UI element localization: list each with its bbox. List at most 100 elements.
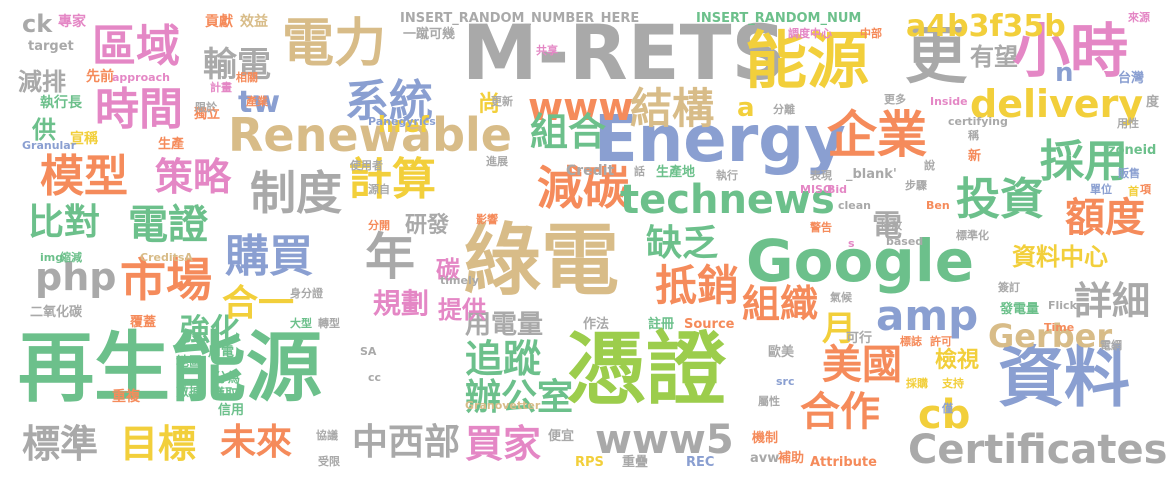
- word: 調度中心: [788, 27, 832, 40]
- word: 便宜: [548, 429, 575, 444]
- word: Google: [746, 227, 975, 295]
- word: 資料: [998, 339, 1130, 416]
- word: 作法: [583, 317, 610, 332]
- word: timely: [440, 274, 479, 287]
- word: 補助: [778, 451, 805, 466]
- word: 美國: [822, 342, 902, 388]
- word: 生產地: [656, 165, 696, 180]
- word: 辦公室: [465, 377, 574, 418]
- word: Credit: [566, 163, 615, 179]
- word: 輸電: [203, 45, 271, 85]
- word: Granular: [22, 139, 77, 152]
- word: 時間: [95, 84, 183, 135]
- word: 合一: [222, 283, 295, 324]
- word: 可行: [846, 331, 873, 346]
- word: 電力: [282, 14, 387, 74]
- word: 尚: [478, 92, 501, 117]
- word: 能源: [745, 24, 870, 97]
- word: 獨立: [194, 107, 221, 122]
- word: 簽訂: [998, 281, 1020, 294]
- word: Energy: [594, 103, 846, 177]
- word: 執行: [716, 169, 738, 182]
- word: 支持: [942, 377, 964, 390]
- word: 度: [1146, 95, 1160, 110]
- word: 說: [924, 159, 935, 172]
- word: 抵銷: [655, 261, 740, 310]
- word: 源自: [368, 183, 390, 196]
- word: 標誌: [900, 335, 922, 348]
- word: a4b3f35b: [906, 9, 1066, 44]
- word: 步驟: [905, 179, 927, 192]
- word: INSERT_RANDOM_NUMBER_HERE: [400, 11, 640, 26]
- word: 詳細: [1074, 279, 1151, 323]
- word: 買家: [465, 422, 542, 466]
- word: n: [1055, 58, 1074, 88]
- word: 標準化: [956, 229, 989, 242]
- word: Gerber: [988, 317, 1113, 355]
- word: SA: [360, 345, 377, 358]
- word: 註冊: [648, 317, 675, 332]
- word: 追蹤: [465, 337, 542, 381]
- word: 效益: [240, 14, 268, 30]
- word: 憑證: [566, 323, 726, 416]
- word: Certificates: [908, 427, 1168, 473]
- word: Renewable: [228, 108, 512, 162]
- word: 綠電: [463, 216, 620, 306]
- word: 分開: [368, 219, 390, 232]
- word: 規劃: [373, 287, 430, 320]
- word: target: [28, 39, 74, 54]
- word: 組合: [530, 110, 607, 154]
- word: 台灣: [1118, 71, 1145, 86]
- word: 碳: [436, 256, 460, 284]
- word: 氣候: [830, 291, 852, 304]
- word: 獲取: [212, 387, 239, 402]
- word: 轉型: [318, 317, 340, 330]
- word: 新: [968, 149, 982, 164]
- word: 模型: [40, 151, 128, 202]
- word: 產業: [246, 95, 268, 108]
- word: approach: [112, 71, 170, 84]
- word: cc: [368, 371, 382, 384]
- word: 分為: [214, 371, 241, 386]
- word: 小時: [1012, 17, 1129, 85]
- word: Attribute: [810, 455, 877, 470]
- word: 額度: [1065, 195, 1145, 241]
- word: 電: [872, 209, 902, 244]
- word: 目標: [120, 422, 197, 466]
- word: 僅: [942, 402, 953, 415]
- word: amp: [876, 291, 979, 340]
- word: 共享: [536, 44, 558, 57]
- word: 用性: [1117, 117, 1139, 130]
- word: Source: [684, 317, 735, 332]
- word: www5: [595, 417, 734, 463]
- word: 中部: [860, 27, 882, 40]
- word: 數據: [176, 385, 203, 400]
- word: avw: [750, 451, 780, 466]
- word: 身分證: [290, 287, 323, 300]
- word: 警告: [810, 221, 832, 234]
- word: Inside: [930, 95, 968, 108]
- word: 用電: [208, 345, 235, 360]
- word: 制度: [250, 166, 342, 220]
- word: 組織: [742, 282, 819, 326]
- word: img: [40, 251, 64, 264]
- word: 來源: [1128, 11, 1150, 24]
- word: 專家: [58, 14, 86, 30]
- word: 市場: [120, 253, 212, 307]
- word: 首: [1128, 185, 1139, 198]
- word: href: [378, 113, 430, 138]
- word: 減碳: [537, 161, 629, 215]
- word: 生產: [158, 137, 185, 152]
- word: clean: [838, 199, 872, 212]
- word: 地區: [176, 355, 203, 370]
- word: 許可: [930, 335, 952, 348]
- word: 未來: [220, 422, 293, 463]
- word: a: [737, 93, 755, 123]
- word: 月: [822, 309, 856, 349]
- word: 宣稱: [70, 131, 98, 147]
- word: 受限: [318, 455, 340, 468]
- word: 減排: [18, 68, 66, 96]
- word: 中西部: [352, 422, 461, 463]
- word: 協議: [316, 429, 338, 442]
